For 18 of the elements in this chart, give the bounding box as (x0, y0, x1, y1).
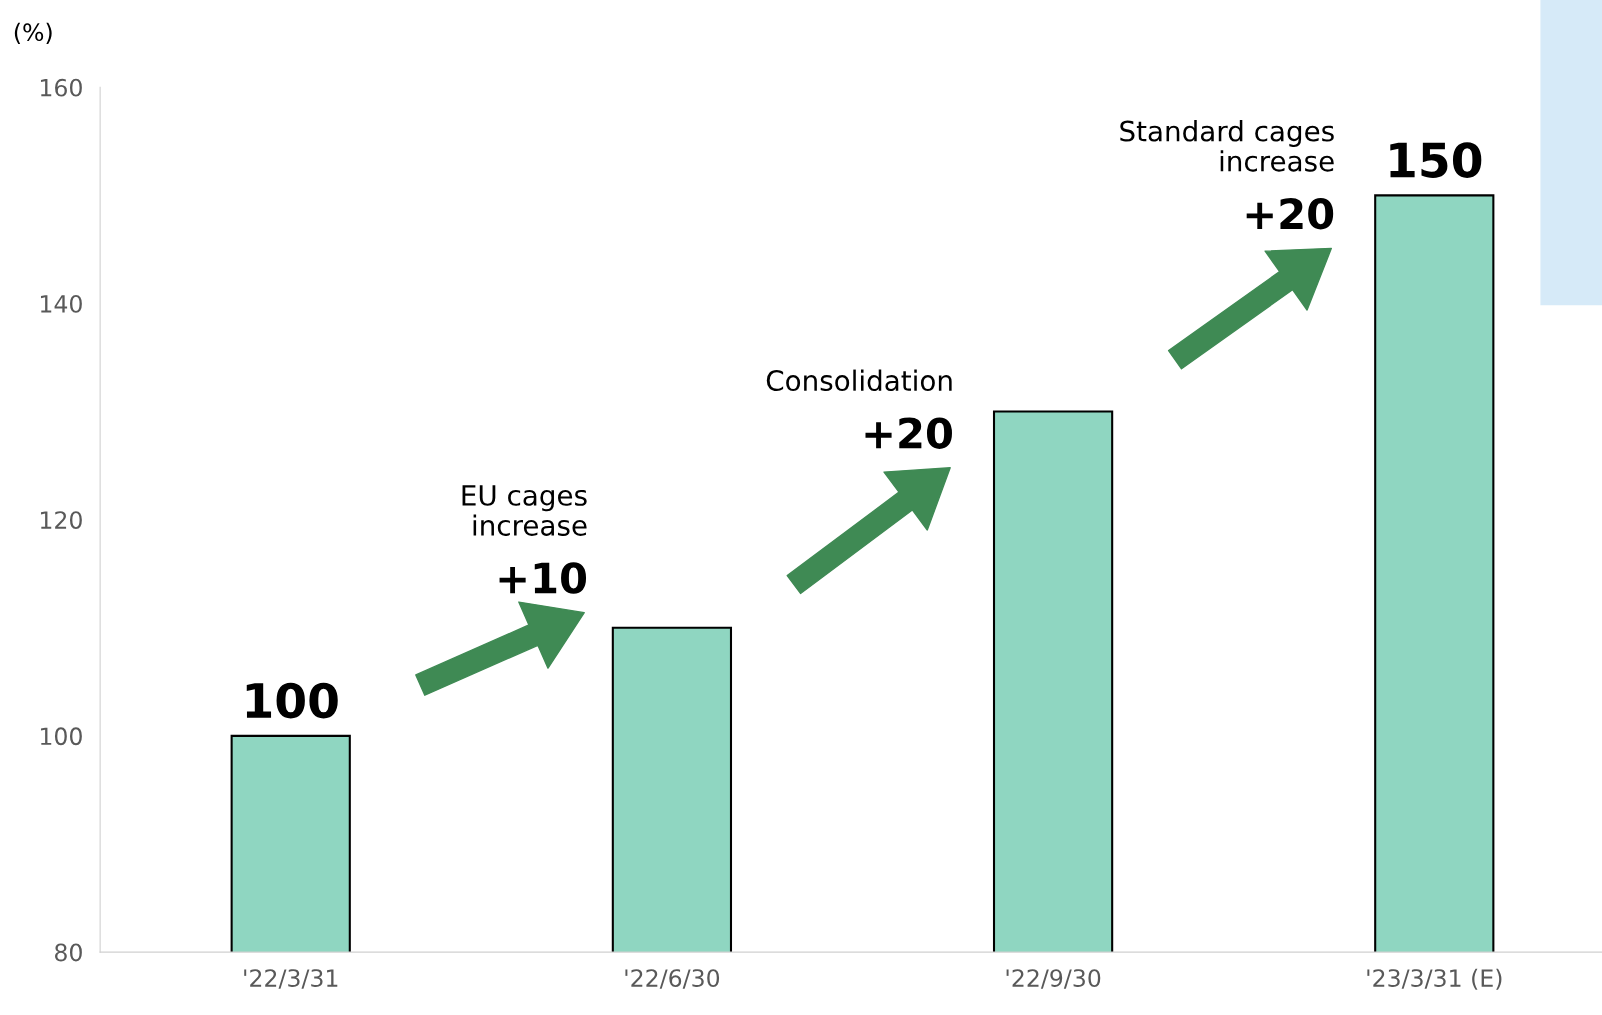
data-label: 150 (1390, 142, 1482, 178)
y-tick-label: 80 (55, 943, 82, 962)
x-tick-label: '22/9/30 (1006, 969, 1101, 989)
y-tick-label: 160 (40, 78, 82, 97)
annotation: EU cages increase (462, 485, 587, 536)
y-tick-label: 140 (40, 294, 82, 313)
x-tick-label: '22/3/31 (244, 969, 338, 989)
x-tick-label: '22/6/30 (625, 969, 720, 989)
annotation: +10 (499, 562, 587, 594)
annotation: +20 (865, 417, 952, 449)
y-axis-title: (%) (14, 22, 52, 44)
data-label: 100 (246, 682, 338, 719)
annotation: Standard cages increase (1120, 120, 1334, 172)
y-tick-label: 100 (40, 727, 82, 746)
annotation: Consolidation (766, 369, 952, 392)
annotation: +20 (1246, 197, 1334, 230)
y-tick-label: 120 (40, 511, 82, 529)
x-tick-label: '23/3/31 (E) (1367, 968, 1502, 990)
